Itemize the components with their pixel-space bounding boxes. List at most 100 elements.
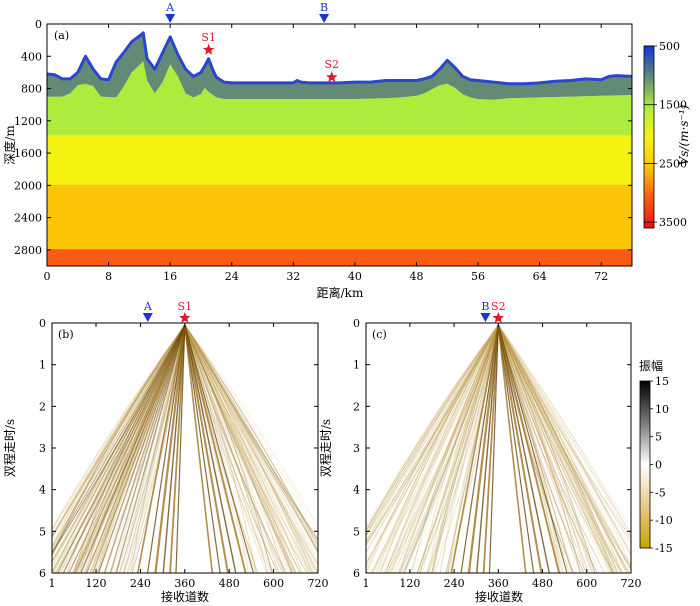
wavefield-event <box>497 324 623 573</box>
wavefield-event <box>184 324 318 528</box>
surface-wave-band <box>497 324 551 573</box>
wavefield-event <box>497 324 631 544</box>
wavefield-event <box>52 324 186 554</box>
panel-c-background <box>366 323 631 573</box>
wavefield-event <box>111 324 186 573</box>
wavefield-event <box>79 324 186 573</box>
source-marker-S2 <box>492 312 504 323</box>
wavefield-event <box>104 324 186 573</box>
wavefield-event <box>184 324 270 573</box>
wavefield-event <box>58 324 186 573</box>
wavefield-event <box>498 324 627 573</box>
wavefield-event <box>366 324 499 530</box>
surface-wave-band <box>169 325 186 573</box>
surface-wave-band <box>154 324 186 573</box>
wavefield-event <box>184 324 318 548</box>
receiver-label-A: A <box>143 300 153 313</box>
wavefield-event <box>383 324 499 573</box>
wavefield-event <box>498 324 631 555</box>
wavefield-event <box>366 324 499 542</box>
wavefield-event <box>366 324 499 532</box>
wavefield-event <box>75 324 186 573</box>
wavefield-event <box>52 324 186 530</box>
wavefield-event <box>75 324 186 573</box>
receiver-marker-A <box>165 14 176 23</box>
wavefield-event <box>89 324 186 573</box>
amplitude-colorbar-tick-label: 15 <box>655 375 669 388</box>
wavefield-event <box>184 324 315 573</box>
wavefield-event <box>497 324 616 573</box>
wavefield-event <box>388 324 499 573</box>
wavefield-event <box>439 325 499 573</box>
wavefield-event <box>52 324 186 573</box>
y-tick-label: 4 <box>353 484 360 497</box>
amplitude-colorbar-tick-label: -10 <box>655 514 673 527</box>
wavefield-event <box>498 324 612 573</box>
wavefield-event <box>63 324 186 573</box>
surface-wave-band <box>162 325 186 573</box>
x-tick-label: 120 <box>399 577 420 590</box>
wavefield-event <box>66 324 186 573</box>
amplitude-colorbar-ramp <box>639 380 651 549</box>
y-tick-label: 0 <box>39 317 46 330</box>
panel-c-xlabel: 接收道数 <box>475 589 523 604</box>
layer-2 <box>47 61 632 136</box>
wavefield-event <box>497 324 631 567</box>
x-tick-label: 600 <box>576 577 597 590</box>
wavefield-event <box>184 324 273 573</box>
scattered-event <box>92 324 186 573</box>
wavefield-event <box>74 324 186 573</box>
scattered-event <box>80 324 186 573</box>
wavefield-event <box>184 324 274 573</box>
wavefield-event <box>92 324 186 573</box>
wavefield-event <box>497 324 628 573</box>
wavefield-event <box>370 324 499 573</box>
wavefield-event <box>52 324 186 540</box>
wavefield-event <box>60 324 186 573</box>
wavefield-event <box>90 324 186 573</box>
x-tick-label: 720 <box>308 577 329 590</box>
wavefield-event <box>399 324 499 573</box>
wavefield-event <box>84 324 186 573</box>
wavefield-event <box>386 324 499 573</box>
wavefield-event <box>378 324 499 573</box>
panel-a-frame <box>46 23 633 267</box>
wavefield-event <box>366 324 499 547</box>
wavefield-event <box>498 324 631 534</box>
x-tick-label: 64 <box>533 270 547 283</box>
amplitude-colorbar-tick-label: 5 <box>655 431 662 444</box>
wavefield-event <box>397 324 499 573</box>
wavefield-event <box>498 324 631 541</box>
layer-5 <box>47 248 632 266</box>
wavefield-event <box>52 324 186 556</box>
wavefield-event <box>427 325 499 573</box>
wavefield-event <box>94 324 186 573</box>
panel-c-ylabel: 双程走时/s <box>318 419 333 477</box>
wavefield-event <box>498 324 627 573</box>
wavefield-event <box>184 324 318 553</box>
surface-wave-band <box>184 324 221 573</box>
wavefield-event <box>497 324 631 568</box>
y-tick-label: 1200 <box>14 115 42 128</box>
wavefield-event <box>497 324 618 573</box>
wavefield-event <box>97 324 186 573</box>
y-tick-label: 2400 <box>14 212 42 225</box>
wavefield-event <box>497 324 631 538</box>
wavefield-event <box>184 324 281 573</box>
wavefield-event <box>366 324 499 544</box>
wavefield-event <box>366 324 499 546</box>
wavefield-event <box>366 324 499 554</box>
wavefield-event <box>366 324 499 542</box>
wavefield-event <box>69 324 186 573</box>
wavefield-event <box>498 325 606 573</box>
wavefield-event <box>497 324 593 573</box>
y-tick-label: 2000 <box>14 179 42 192</box>
surface-wave-band <box>476 325 500 573</box>
wavefield-event <box>366 324 499 545</box>
surface-wave-band <box>460 324 499 573</box>
wavefield-event <box>184 324 318 566</box>
wavefield-event <box>366 324 499 566</box>
wavefield-event <box>98 324 186 573</box>
wavefield-event <box>184 324 318 556</box>
wavefield-event <box>184 324 293 573</box>
